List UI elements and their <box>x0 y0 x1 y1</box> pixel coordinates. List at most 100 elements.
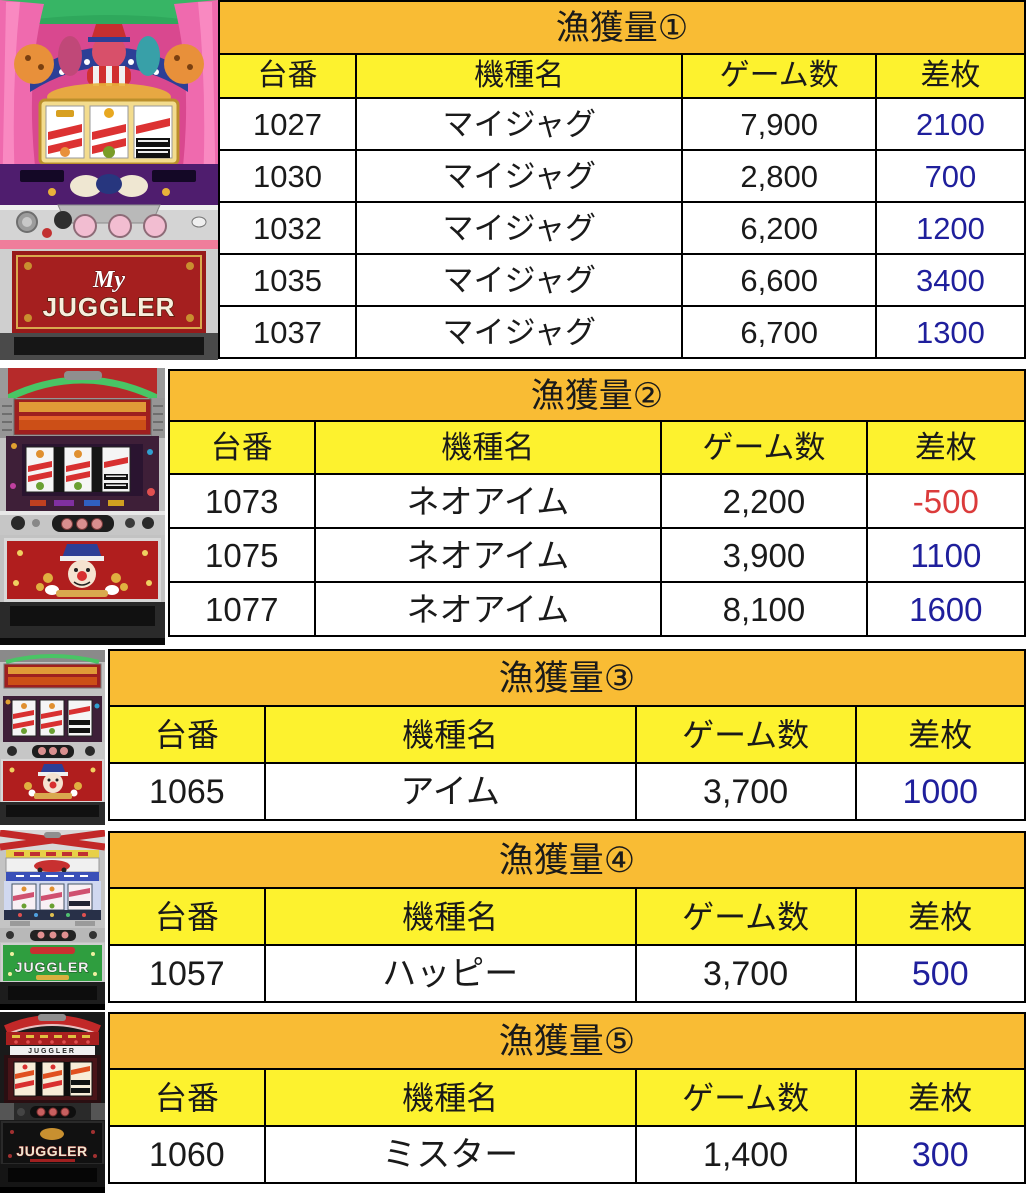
model-name-cell: マイジャグ <box>355 201 684 255</box>
machine-number-cell: 1075 <box>168 527 316 583</box>
col-header-model: 機種名 <box>313 420 663 475</box>
col-header-dai: 台番 <box>108 705 266 764</box>
catch-table-5: 漁獲量⑤ 台番 機種名 ゲーム数 差枚 1060 ミスター 1,400 300 <box>108 1012 1026 1184</box>
table-title-row: 漁獲量⑤ <box>108 1012 1026 1070</box>
mr-juggler-machine-image: JUGGLER <box>0 1012 105 1193</box>
table-row: 1075 ネオアイム 3,900 1100 <box>168 527 1026 583</box>
model-name-cell: ネオアイム <box>313 581 663 637</box>
table-title: 漁獲量⑤ <box>108 1012 1026 1070</box>
slot-machine-icon <box>0 368 165 645</box>
game-count-cell: 2,800 <box>681 149 877 203</box>
col-header-model: 機種名 <box>263 887 637 946</box>
table-row: 1030 マイジャグ 2,800 700 <box>217 149 1026 203</box>
col-header-games: ゲーム数 <box>660 420 868 475</box>
coin-diff-cell: 700 <box>874 149 1026 203</box>
table-title: 漁獲量① <box>218 0 1026 55</box>
machine-number-cell: 1027 <box>217 97 358 151</box>
model-name-cell: ミスター <box>263 1125 637 1184</box>
col-header-dai: 台番 <box>108 887 266 946</box>
happy-juggler-machine-image: JUGGLER <box>0 829 106 1010</box>
coin-diff-cell: 300 <box>854 1125 1026 1184</box>
slot-machine-icon: My JUGGLER <box>0 0 218 360</box>
neo-im-juggler-machine-image <box>0 368 165 645</box>
table-row: 1035 マイジャグ 6,600 3400 <box>217 253 1026 307</box>
col-header-games: ゲーム数 <box>681 53 877 99</box>
machine-number-cell: 1035 <box>217 253 358 307</box>
game-count-cell: 7,900 <box>681 97 877 151</box>
machine-number-cell: 1073 <box>168 473 316 529</box>
game-count-cell: 1,400 <box>634 1125 857 1184</box>
catch-table-1: 漁獲量① 台番 機種名 ゲーム数 差枚 1027 マイジャグ 7,900 210… <box>217 0 1026 359</box>
table-header-row: 台番 機種名 ゲーム数 差枚 <box>108 887 1026 946</box>
col-header-diff: 差枚 <box>854 705 1026 764</box>
machine-panel-text-juggler: JUGGLER <box>15 959 90 975</box>
table-row: 1060 ミスター 1,400 300 <box>108 1125 1026 1184</box>
table-row: 1065 アイム 3,700 1000 <box>108 762 1026 821</box>
table-row: 1077 ネオアイム 8,100 1600 <box>168 581 1026 637</box>
coin-diff-cell: 2100 <box>874 97 1026 151</box>
machine-number-cell: 1030 <box>217 149 358 203</box>
model-name-cell: マイジャグ <box>355 149 684 203</box>
machine-panel-text-my: My <box>92 267 125 293</box>
model-name-cell: ネオアイム <box>313 527 663 583</box>
col-header-games: ゲーム数 <box>634 705 857 764</box>
coin-diff-cell: -500 <box>865 473 1026 529</box>
model-name-cell: ハッピー <box>263 944 637 1003</box>
col-header-diff: 差枚 <box>865 420 1026 475</box>
coin-diff-cell: 1600 <box>865 581 1026 637</box>
col-header-dai: 台番 <box>108 1068 266 1127</box>
slot-machine-icon: JUGGLER <box>0 829 106 1010</box>
col-header-dai: 台番 <box>168 420 316 475</box>
machine-number-cell: 1057 <box>108 944 266 1003</box>
game-count-cell: 3,700 <box>634 762 857 821</box>
model-name-cell: マイジャグ <box>355 253 684 307</box>
table-title-row: 漁獲量④ <box>108 831 1026 889</box>
table-header-row: 台番 機種名 ゲーム数 差枚 <box>217 53 1026 99</box>
model-name-cell: アイム <box>263 762 637 821</box>
machine-panel-text-juggler: JUGGLER <box>43 292 176 322</box>
machine-number-cell: 1060 <box>108 1125 266 1184</box>
coin-diff-cell: 3400 <box>874 253 1026 307</box>
catch-table-4: 漁獲量④ 台番 機種名 ゲーム数 差枚 1057 ハッピー 3,700 500 <box>108 831 1026 1003</box>
col-header-games: ゲーム数 <box>634 1068 857 1127</box>
table-row: 1037 マイジャグ 6,700 1300 <box>217 305 1026 359</box>
coin-diff-cell: 1000 <box>854 762 1026 821</box>
machine-panel-text-juggler: JUGGLER <box>16 1143 87 1159</box>
table-title: 漁獲量③ <box>108 649 1026 707</box>
game-count-cell: 6,200 <box>681 201 877 255</box>
table-title-row: 漁獲量② <box>168 369 1026 422</box>
im-juggler-machine-image <box>0 650 105 825</box>
table-header-row: 台番 機種名 ゲーム数 差枚 <box>168 420 1026 475</box>
table-title: 漁獲量② <box>168 369 1026 422</box>
table-title: 漁獲量④ <box>108 831 1026 889</box>
machine-number-cell: 1037 <box>217 305 358 359</box>
game-count-cell: 8,100 <box>660 581 868 637</box>
col-header-diff: 差枚 <box>854 887 1026 946</box>
coin-diff-cell: 1200 <box>874 201 1026 255</box>
game-count-cell: 6,600 <box>681 253 877 307</box>
coin-diff-cell: 500 <box>854 944 1026 1003</box>
catch-table-2: 漁獲量② 台番 機種名 ゲーム数 差枚 1073 ネオアイム 2,200 -50… <box>168 369 1026 637</box>
my-juggler-machine-image: My JUGGLER <box>0 0 218 360</box>
table-row: 1057 ハッピー 3,700 500 <box>108 944 1026 1003</box>
machine-number-cell: 1032 <box>217 201 358 255</box>
model-name-cell: ネオアイム <box>313 473 663 529</box>
slot-machine-icon <box>0 650 105 825</box>
game-count-cell: 6,700 <box>681 305 877 359</box>
col-header-diff: 差枚 <box>854 1068 1026 1127</box>
model-name-cell: マイジャグ <box>355 97 684 151</box>
col-header-dai: 台番 <box>217 53 358 99</box>
coin-diff-cell: 1100 <box>865 527 1026 583</box>
col-header-model: 機種名 <box>263 705 637 764</box>
machine-marquee-text-juggler: JUGGLER <box>28 1048 76 1055</box>
col-header-diff: 差枚 <box>874 53 1026 99</box>
table-header-row: 台番 機種名 ゲーム数 差枚 <box>108 1068 1026 1127</box>
game-count-cell: 3,700 <box>634 944 857 1003</box>
table-title-row: 漁獲量① <box>218 0 1026 55</box>
col-header-model: 機種名 <box>263 1068 637 1127</box>
col-header-model: 機種名 <box>355 53 684 99</box>
table-title-row: 漁獲量③ <box>108 649 1026 707</box>
table-row: 1032 マイジャグ 6,200 1200 <box>217 201 1026 255</box>
col-header-games: ゲーム数 <box>634 887 857 946</box>
